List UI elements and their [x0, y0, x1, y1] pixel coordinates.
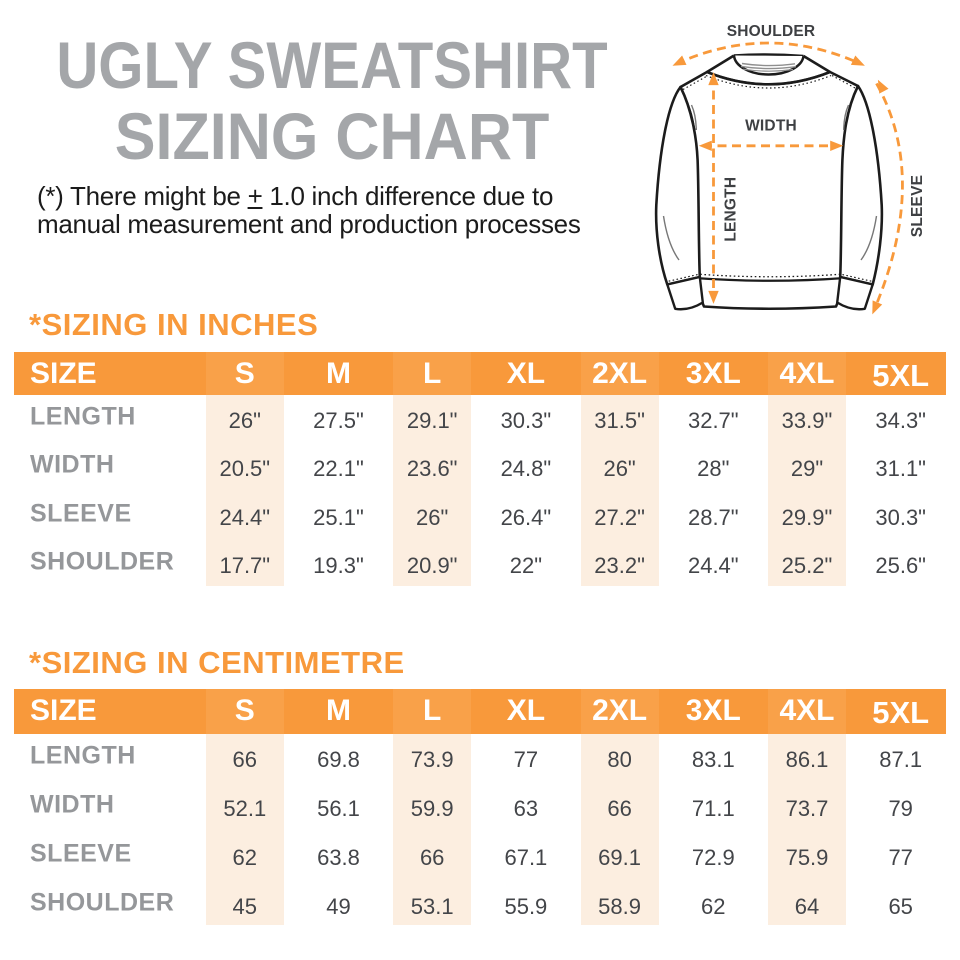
svg-text:WIDTH: WIDTH — [745, 118, 797, 135]
svg-text:SHOULDER: SHOULDER — [727, 23, 816, 40]
svg-text:SLEEVE: SLEEVE — [909, 175, 926, 237]
svg-text:LENGTH: LENGTH — [723, 177, 740, 242]
